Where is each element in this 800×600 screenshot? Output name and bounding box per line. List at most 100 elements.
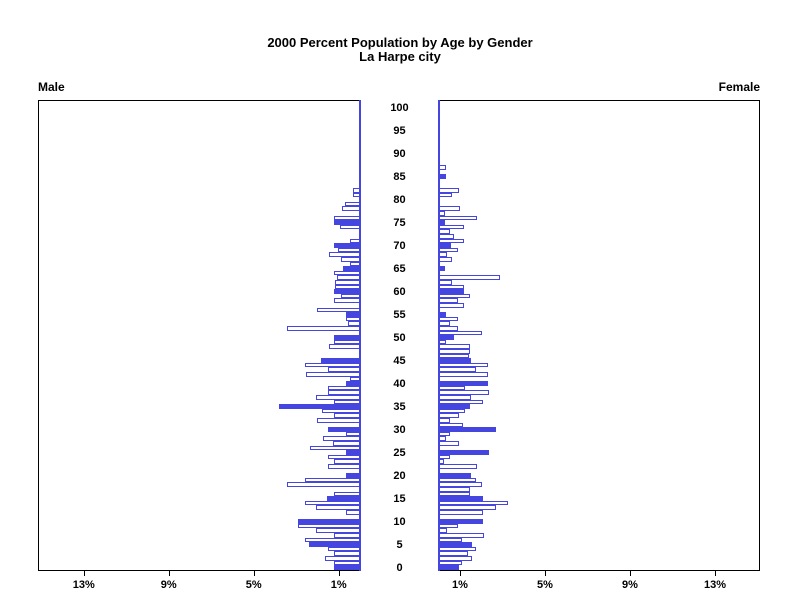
bar-male-age-61 xyxy=(334,284,360,290)
bar-male-age-6 xyxy=(305,537,360,543)
female-x-tick-9 xyxy=(630,571,631,576)
bar-female-age-30 xyxy=(438,427,497,432)
bar-male-age-65 xyxy=(342,266,360,271)
bar-male-age-27 xyxy=(332,441,360,446)
male-x-tick-13 xyxy=(83,571,85,576)
bar-female-age-48 xyxy=(438,344,470,349)
chart-title: 2000 Percent Population by Age by Gender… xyxy=(0,36,800,64)
bar-male-age-81 xyxy=(352,192,360,198)
bar-female-age-29 xyxy=(438,431,450,437)
bar-female-age-13 xyxy=(438,505,496,510)
bar-female-age-12 xyxy=(438,510,484,515)
age-tick-label-85: 85 xyxy=(393,170,406,183)
age-tick-label-45: 45 xyxy=(393,354,406,367)
bar-female-age-53 xyxy=(438,321,451,326)
bar-male-age-75 xyxy=(334,220,360,225)
bar-male-age-30 xyxy=(327,427,360,432)
age-tick-label-10: 10 xyxy=(393,515,406,528)
male-x-tick-label-13: 13% xyxy=(72,579,95,591)
male-x-tick-9 xyxy=(168,571,170,576)
bar-male-age-34 xyxy=(321,408,360,414)
bar-female-age-16 xyxy=(438,491,470,497)
bar-male-age-62 xyxy=(334,280,360,285)
bar-male-age-78 xyxy=(341,206,360,211)
bar-female-age-63 xyxy=(438,275,501,280)
bar-female-age-47 xyxy=(438,349,470,354)
female-x-tick-label-13: 13% xyxy=(703,579,727,591)
bar-male-age-68 xyxy=(328,252,360,257)
bar-male-age-50 xyxy=(334,335,360,340)
bar-female-age-2 xyxy=(438,556,472,561)
bar-female-age-38 xyxy=(438,390,490,395)
bar-male-age-25 xyxy=(345,450,360,455)
bar-female-age-60 xyxy=(438,289,465,294)
bar-male-age-28 xyxy=(322,436,360,441)
bar-male-age-79 xyxy=(345,201,360,207)
female-x-tick-label-1: 1% xyxy=(452,579,468,591)
bar-male-age-39 xyxy=(327,385,360,391)
bar-male-age-69 xyxy=(337,247,360,253)
bar-female-age-25 xyxy=(438,450,490,455)
bar-male-age-0 xyxy=(334,565,360,570)
male-x-tick-label-1: 1% xyxy=(330,579,347,591)
bar-male-age-4 xyxy=(327,546,360,552)
bar-female-age-59 xyxy=(438,293,470,299)
bar-female-age-57 xyxy=(438,303,465,308)
bar-male-age-22 xyxy=(327,464,360,469)
bar-male-age-18 xyxy=(286,482,360,487)
bar-female-age-77 xyxy=(438,211,445,216)
bar-male-age-55 xyxy=(345,312,360,317)
bar-female-age-28 xyxy=(438,436,446,441)
bar-female-age-1 xyxy=(438,560,462,566)
bar-male-age-23 xyxy=(334,459,360,464)
bar-male-age-19 xyxy=(305,477,360,483)
bar-female-age-61 xyxy=(438,284,465,290)
bar-female-age-19 xyxy=(438,477,476,483)
age-tick-label-70: 70 xyxy=(393,239,406,252)
bar-female-age-81 xyxy=(438,192,453,198)
female-axis-label: Female xyxy=(718,80,760,94)
bar-male-age-13 xyxy=(316,505,360,510)
bar-female-age-35 xyxy=(438,404,470,409)
bar-male-age-67 xyxy=(341,257,360,262)
bar-female-age-10 xyxy=(438,519,484,524)
bar-male-age-9 xyxy=(298,523,360,529)
bar-female-age-7 xyxy=(438,533,485,538)
age-tick-label-40: 40 xyxy=(393,377,406,390)
age-tick-label-30: 30 xyxy=(393,423,406,436)
bar-female-age-67 xyxy=(438,257,453,262)
bar-female-age-78 xyxy=(438,206,460,211)
chart-title-line1: 2000 Percent Population by Age by Gender xyxy=(267,35,533,50)
female-plot-panel xyxy=(438,100,760,571)
bar-male-age-82 xyxy=(352,188,360,193)
bar-male-age-52 xyxy=(286,326,360,331)
bar-male-age-45 xyxy=(320,358,360,363)
age-tick-label-25: 25 xyxy=(393,446,406,459)
bar-female-age-17 xyxy=(438,487,470,492)
male-x-tick-label-9: 9% xyxy=(160,579,177,591)
bar-male-age-36 xyxy=(334,399,360,405)
age-tick-label-15: 15 xyxy=(393,492,406,505)
bar-male-age-49 xyxy=(334,339,360,345)
bar-female-age-22 xyxy=(438,464,477,469)
bar-female-age-24 xyxy=(438,454,450,460)
bar-male-age-24 xyxy=(327,454,360,460)
bar-male-age-58 xyxy=(334,298,360,303)
male-plot-panel xyxy=(38,100,360,571)
bar-female-age-51 xyxy=(438,330,482,336)
bar-female-age-50 xyxy=(438,335,454,340)
bar-female-age-34 xyxy=(438,408,466,414)
bar-female-age-55 xyxy=(438,312,447,317)
bar-male-age-16 xyxy=(334,491,360,497)
bar-female-age-58 xyxy=(438,298,458,303)
bar-female-age-32 xyxy=(438,418,450,423)
bar-female-age-72 xyxy=(438,234,455,239)
bar-female-age-37 xyxy=(438,395,472,400)
age-tick-label-95: 95 xyxy=(393,124,406,137)
bar-female-age-40 xyxy=(438,381,489,386)
bar-male-age-53 xyxy=(348,321,360,326)
male-x-tick-1 xyxy=(338,571,340,576)
bar-male-age-48 xyxy=(329,344,360,349)
bar-female-age-70 xyxy=(438,243,452,248)
